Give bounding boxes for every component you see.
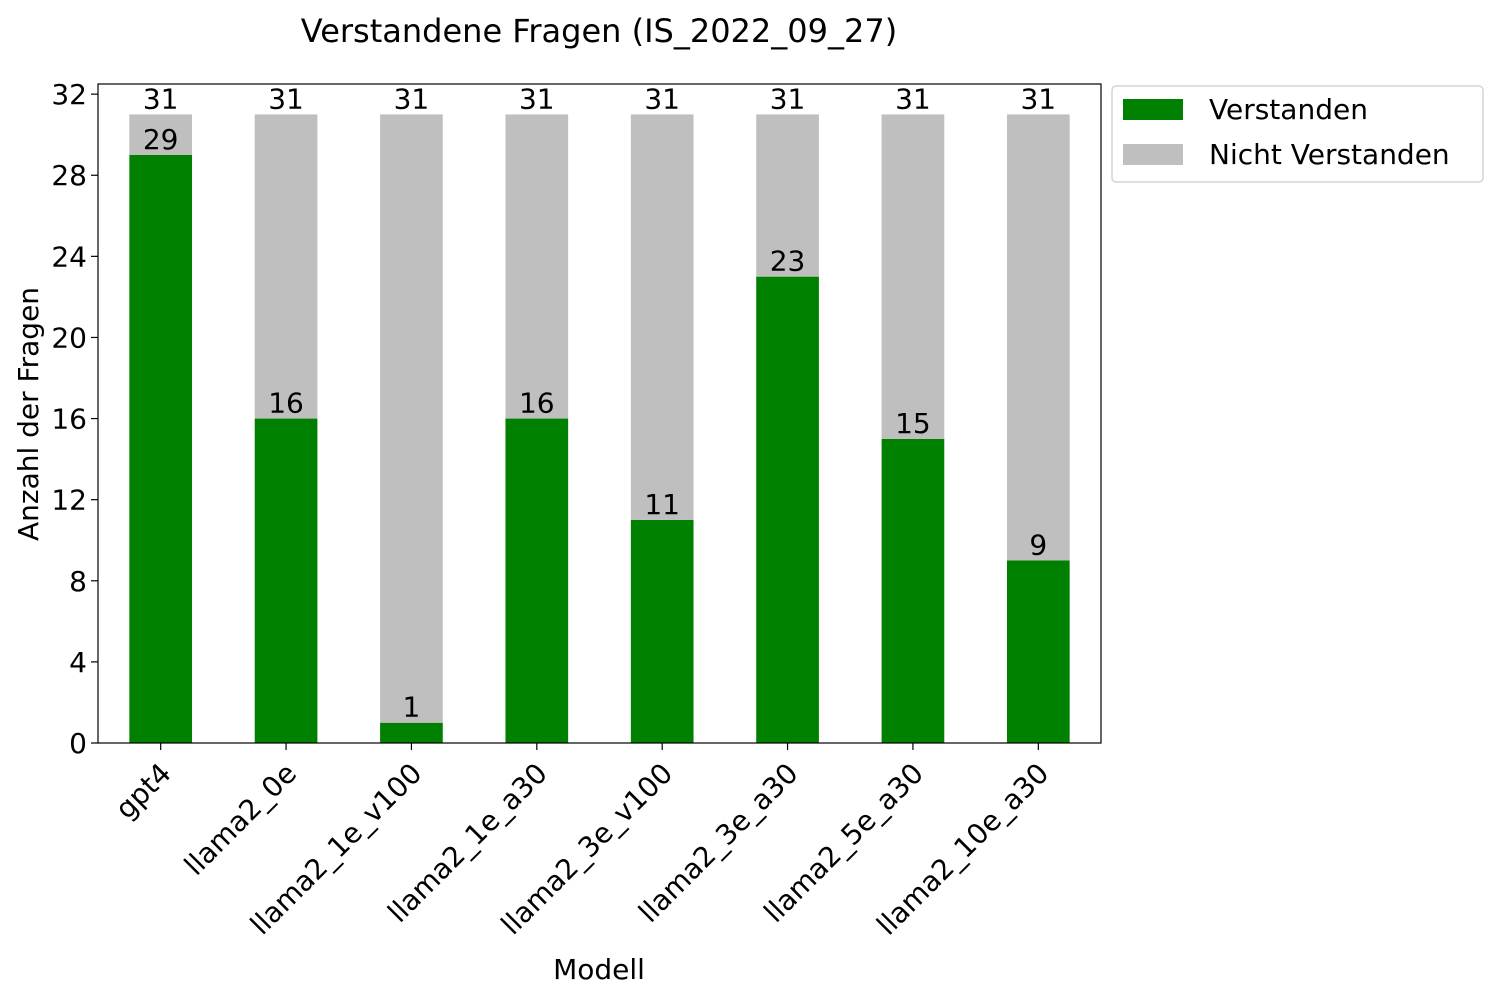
bar-verstanden-llama2_3e_a30 xyxy=(756,276,819,743)
x-tick-label: gpt4 xyxy=(109,757,178,826)
bar-verstanden-llama2_1e_a30 xyxy=(505,418,569,743)
data-label-verstanden: 29 xyxy=(143,123,179,156)
bar-verstanden-llama2_1e_v100 xyxy=(380,722,443,743)
y-tick-label: 16 xyxy=(51,403,87,436)
legend-swatch xyxy=(1123,99,1183,120)
legend-label: Nicht Verstanden xyxy=(1209,138,1450,171)
data-label-total: 31 xyxy=(1020,82,1056,115)
bar-nicht-verstanden-llama2_5e_a30 xyxy=(881,114,945,439)
y-tick-label: 12 xyxy=(51,484,87,517)
bar-nicht-verstanden-llama2_0e xyxy=(254,114,318,419)
data-label-verstanden: 9 xyxy=(1029,529,1047,562)
y-tick-label: 20 xyxy=(51,321,87,354)
bar-nicht-verstanden-gpt4 xyxy=(129,114,193,155)
axes-frame xyxy=(97,83,1102,744)
chart-title: Verstandene Fragen (IS_2022_09_27) xyxy=(301,12,897,50)
data-label-total: 31 xyxy=(519,82,555,115)
y-tick-label: 24 xyxy=(51,240,87,273)
y-tick-label: 4 xyxy=(69,646,87,679)
legend-swatch xyxy=(1123,144,1183,165)
bar-verstanden-llama2_3e_v100 xyxy=(630,519,694,743)
legend-box xyxy=(1111,85,1484,183)
bar-nicht-verstanden-llama2_3e_a30 xyxy=(756,114,819,277)
data-label-total: 31 xyxy=(143,82,179,115)
data-label-verstanden: 16 xyxy=(519,387,555,420)
data-label-total: 31 xyxy=(394,82,430,115)
bar-verstanden-llama2_10e_a30 xyxy=(1006,560,1070,743)
data-label-verstanden: 11 xyxy=(644,488,680,521)
x-tick-label: llama2_0e xyxy=(178,757,303,882)
y-tick-label: 0 xyxy=(69,727,87,760)
data-label-total: 31 xyxy=(770,82,806,115)
data-label-verstanden: 1 xyxy=(403,691,421,724)
bar-nicht-verstanden-llama2_10e_a30 xyxy=(1006,114,1070,561)
y-axis-label: Anzahl der Fragen xyxy=(12,287,45,541)
bar-verstanden-llama2_5e_a30 xyxy=(881,438,945,743)
plot-area: 29 31 16 31 1 31 16 31 11 31 23 31 15 31 9 31 0 4 8 12 16 20 2… xyxy=(51,78,1102,942)
data-label-total: 31 xyxy=(644,82,680,115)
bar-nicht-verstanden-llama2_3e_v100 xyxy=(630,114,694,520)
y-tick-label: 8 xyxy=(69,565,87,598)
data-label-verstanden: 15 xyxy=(895,407,931,440)
legend-label: Verstanden xyxy=(1209,93,1368,126)
data-label-verstanden: 16 xyxy=(268,387,304,420)
bar-nicht-verstanden-llama2_1e_a30 xyxy=(505,114,569,419)
bar-nicht-verstanden-llama2_1e_v100 xyxy=(380,114,443,723)
data-label-total: 31 xyxy=(895,82,931,115)
bar-verstanden-llama2_0e xyxy=(254,418,318,743)
y-tick-label: 28 xyxy=(51,159,87,192)
bar-verstanden-gpt4 xyxy=(129,154,193,743)
data-label-total: 31 xyxy=(268,82,304,115)
x-axis-label: Modell xyxy=(553,953,645,986)
y-tick-label: 32 xyxy=(51,78,87,111)
legend: Verstanden Nicht Verstanden xyxy=(1111,85,1484,183)
data-label-verstanden: 23 xyxy=(770,245,806,278)
